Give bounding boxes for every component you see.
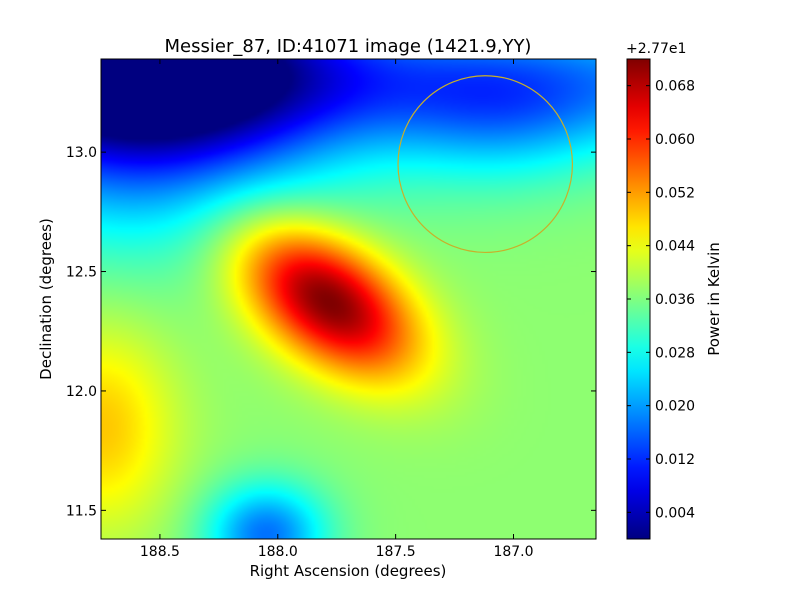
beam-circle (397, 75, 574, 254)
x-axis-label: Right Ascension (degrees) (250, 562, 447, 580)
colorbar-tick-label: 0.028 (655, 345, 695, 361)
x-tick-label: 188.5 (140, 544, 180, 560)
y-tick-label: 12.0 (66, 384, 97, 400)
colorbar-tick-label: 0.060 (655, 132, 695, 148)
chart-title: Messier_87, ID:41071 image (1421.9,YY) (165, 36, 532, 57)
plot-frame (100, 58, 597, 540)
colorbar-offset-label: +2.77e1 (626, 41, 686, 57)
x-tick-label: 187.0 (493, 544, 533, 560)
y-axis-label: Declination (degrees) (37, 218, 55, 380)
colorbar-tick-label: 0.068 (655, 79, 695, 95)
y-tick-label: 11.5 (66, 503, 97, 519)
colorbar-label: Power in Kelvin (705, 242, 723, 356)
heatmap-image (101, 59, 596, 539)
colorbar-tick-label: 0.012 (655, 452, 695, 468)
colorbar-tick-label: 0.052 (655, 185, 695, 201)
x-tick-label: 187.5 (376, 544, 416, 560)
y-tick-label: 12.5 (66, 265, 97, 281)
colorbar-tick-label: 0.036 (655, 292, 695, 308)
y-tick-label: 13.0 (66, 145, 97, 161)
colorbar-tick-label: 0.004 (655, 505, 695, 521)
colorbar-tick-label: 0.020 (655, 399, 695, 415)
x-tick-label: 188.0 (258, 544, 298, 560)
colorbar-tick-label: 0.044 (655, 239, 695, 255)
